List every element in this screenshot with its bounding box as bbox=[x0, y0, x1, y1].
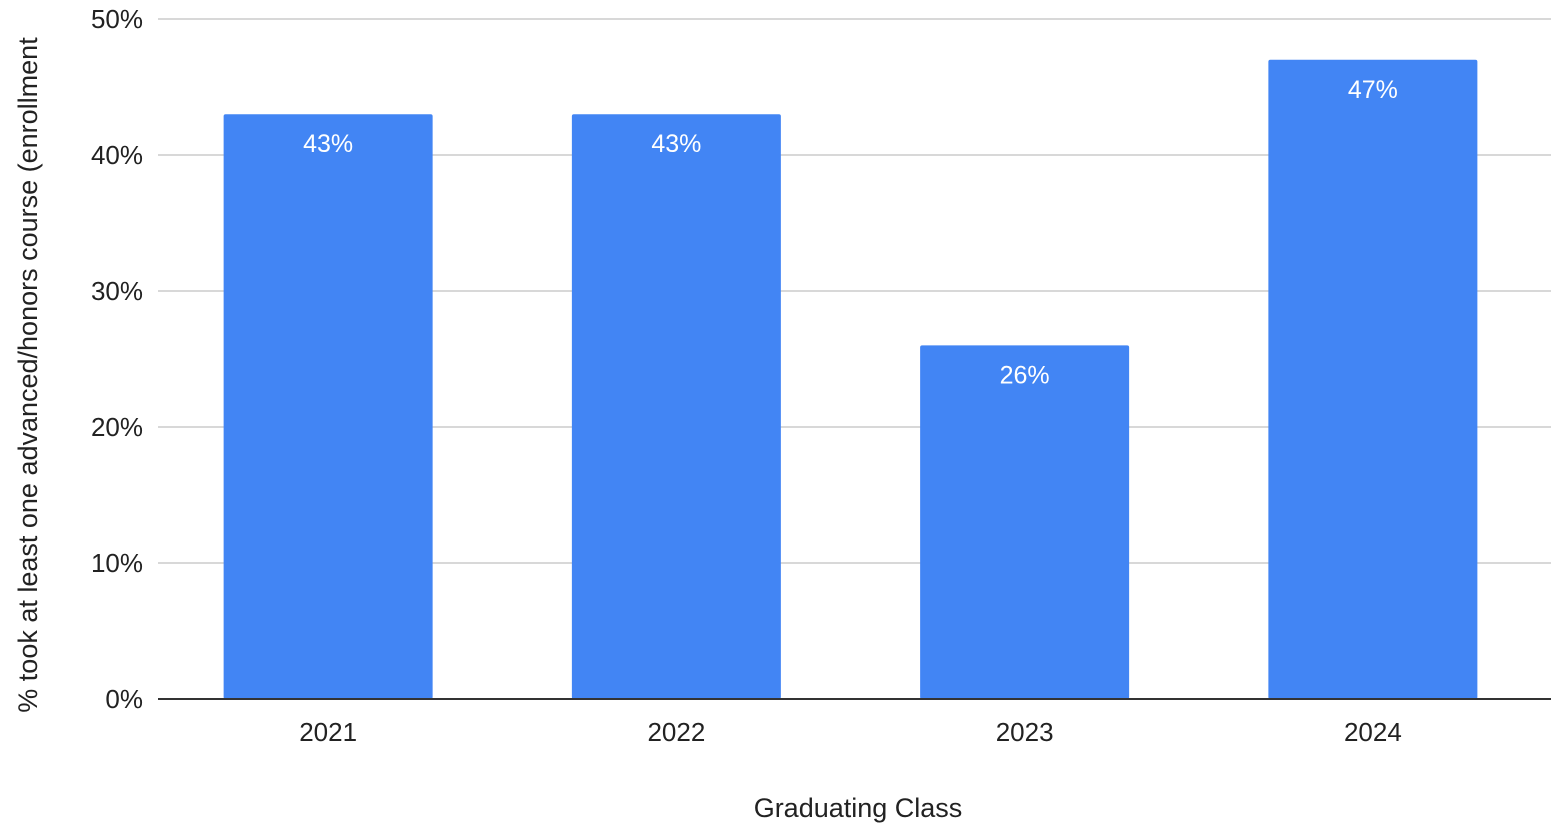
data-label: 47% bbox=[1348, 76, 1398, 104]
x-axis-title: Graduating Class bbox=[754, 793, 963, 823]
x-tick-label: 2021 bbox=[299, 717, 357, 747]
y-tick-label: 0% bbox=[105, 684, 143, 714]
data-label: 43% bbox=[651, 130, 701, 158]
data-label: 43% bbox=[303, 130, 353, 158]
bar-2023 bbox=[920, 345, 1130, 699]
bar-2021 bbox=[223, 114, 433, 699]
x-tick-label: 2024 bbox=[1344, 717, 1402, 747]
y-tick-label: 30% bbox=[91, 276, 143, 306]
labels: 0% 10% 20% 30% 40% 50% 43% 2021 43% 2022 26% 2023 47… bbox=[91, 4, 1402, 747]
bar-2024 bbox=[1268, 59, 1478, 700]
y-tick-label: 10% bbox=[91, 548, 143, 578]
y-axis-title: % took at least one advanced/honors cour… bbox=[13, 37, 43, 713]
x-tick-label: 2022 bbox=[647, 717, 705, 747]
bars bbox=[223, 59, 1478, 700]
data-label: 26% bbox=[1000, 361, 1050, 389]
bar-2022 bbox=[571, 114, 781, 699]
y-tick-label: 40% bbox=[91, 140, 143, 170]
x-tick-label: 2023 bbox=[996, 717, 1054, 747]
y-tick-label: 20% bbox=[91, 412, 143, 442]
y-tick-label: 50% bbox=[91, 4, 143, 34]
